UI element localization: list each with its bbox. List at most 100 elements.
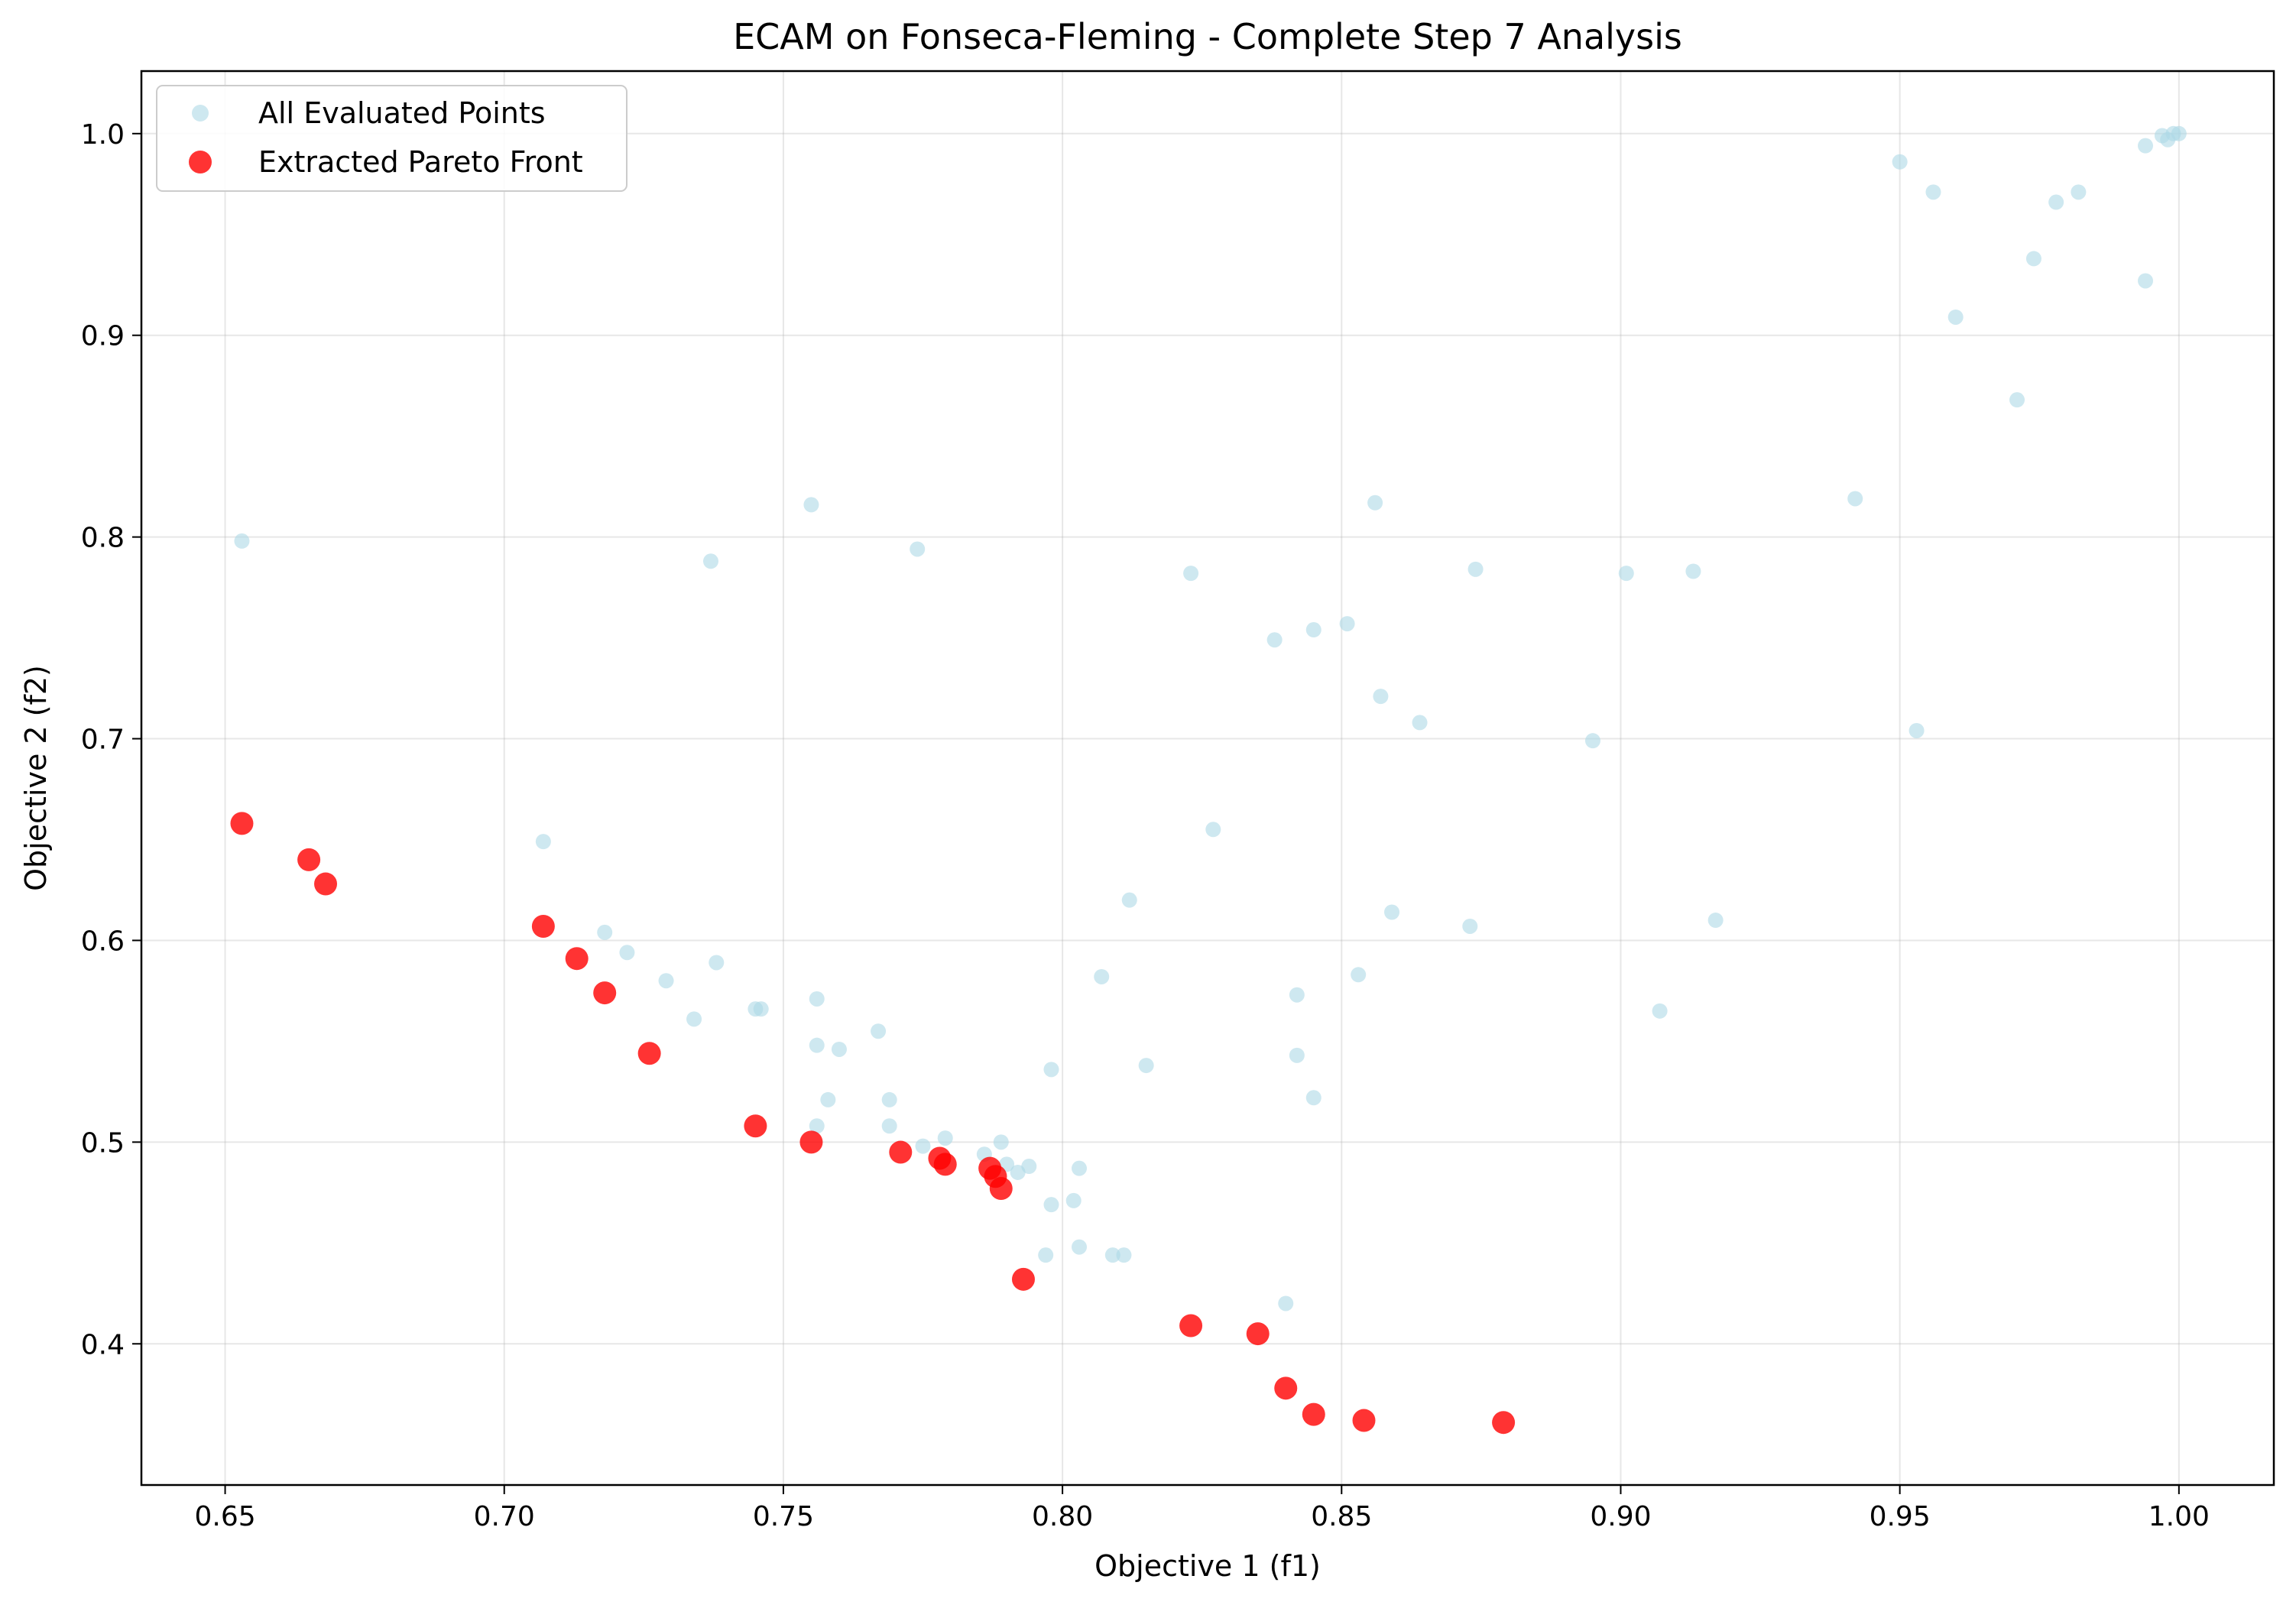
evaluated-point [1373,689,1389,705]
evaluated-point [234,533,250,549]
x-tick-label: 0.95 [1870,1501,1931,1532]
evaluated-point [535,834,551,850]
evaluated-point [1652,1003,1668,1019]
evaluated-point [1305,622,1321,638]
grid [141,71,2274,1485]
evaluated-point [1947,309,1964,325]
evaluated-point [1121,892,1137,908]
evaluated-point [1707,913,1724,929]
evaluated-point [1339,616,1355,632]
pareto-point [1352,1409,1376,1432]
data-points [230,125,2187,1435]
pareto-point [593,981,617,1005]
legend: All Evaluated Points Extracted Pareto Fr… [156,85,628,192]
x-tick-label: 0.85 [1311,1501,1372,1532]
evaluated-point [1065,1192,1082,1208]
x-tick-label: 0.80 [1032,1501,1093,1532]
evaluated-point [1289,987,1305,1003]
evaluated-point [1010,1164,1026,1180]
evaluated-point [2048,194,2064,210]
evaluated-point [809,991,825,1007]
chart-title: ECAM on Fonseca-Fleming - Complete Step … [733,16,1682,57]
evaluated-point [1205,822,1221,838]
pareto-point [889,1140,913,1164]
evaluated-point [1412,715,1428,731]
x-tick-label: 0.70 [474,1501,535,1532]
evaluated-point [1138,1058,1154,1074]
evaluated-point [1021,1159,1037,1175]
pareto-point [799,1130,823,1154]
pareto-point [1179,1314,1203,1338]
evaluated-point [753,1001,769,1017]
pareto-point [637,1042,661,1065]
evaluated-point [1289,1047,1305,1063]
y-tick-label: 0.4 [81,1329,125,1360]
evaluated-point [1104,1247,1120,1263]
y-tick-label: 0.9 [81,321,125,352]
pareto-point [933,1153,957,1176]
axis-ticks: 0.65 0.70 0.75 0.80 0.85 0.90 0.95 1.00 0.4 0.5 0.… [81,119,2210,1532]
evaluated-point [1072,1239,1088,1255]
evaluated-point [2025,251,2041,267]
pareto-point [565,947,589,971]
evaluated-point [702,553,718,569]
evaluated-point [871,1023,887,1039]
legend-marker-pareto-front [189,151,212,173]
evaluated-point [1367,494,1383,511]
pareto-point [297,848,321,871]
evaluated-point [1072,1160,1088,1176]
legend-label-all-evaluated: All Evaluated Points [258,96,546,130]
evaluated-point [619,945,635,961]
evaluated-point [1925,184,1941,200]
evaluated-point [820,1091,836,1107]
evaluated-point [686,1011,702,1027]
x-axis-label: Objective 1 (f1) [1094,1549,1321,1583]
x-tick-label: 0.90 [1590,1501,1651,1532]
evaluated-point [1467,561,1484,577]
evaluated-point [881,1118,897,1134]
pareto-point [1246,1322,1270,1346]
x-tick-label: 1.00 [2148,1501,2210,1532]
y-tick-label: 0.6 [81,926,125,957]
pareto-point [744,1114,767,1138]
evaluated-point [1183,566,1199,582]
evaluated-point [1038,1247,1054,1263]
y-tick-label: 0.8 [81,523,125,554]
pareto-point [1492,1411,1516,1435]
evaluated-point [2009,392,2025,408]
evaluated-point [1847,491,1863,507]
plot-frame [140,70,2275,1487]
evaluated-point [1278,1295,1294,1312]
pareto-point [1302,1402,1325,1426]
evaluated-point [2138,273,2154,289]
evaluated-point [1043,1197,1059,1213]
evaluated-point [2171,125,2187,141]
legend-marker-all-evaluated [192,105,209,122]
evaluated-point [2138,138,2154,154]
evaluated-point [1685,563,1701,579]
evaluated-point [1462,918,1478,934]
evaluated-point [881,1091,897,1107]
evaluated-point [993,1134,1009,1150]
legend-label-pareto-front: Extracted Pareto Front [258,145,583,179]
evaluated-point [910,541,926,557]
x-tick-label: 0.65 [194,1501,255,1532]
evaluated-point [1351,967,1367,983]
evaluated-point [597,924,613,940]
evaluated-point [1384,904,1400,920]
evaluated-point [915,1138,931,1154]
evaluated-point [1043,1062,1059,1078]
evaluated-point [2071,184,2087,200]
y-tick-label: 1.0 [81,119,125,151]
evaluated-point [1116,1247,1132,1263]
x-tick-label: 0.75 [753,1501,814,1532]
pareto-point [1011,1267,1035,1291]
pareto-point [1274,1376,1298,1400]
evaluated-point [831,1041,847,1057]
evaluated-point [809,1118,825,1134]
y-tick-label: 0.7 [81,725,125,756]
legend-box [156,85,628,192]
evaluated-point [1305,1090,1321,1106]
